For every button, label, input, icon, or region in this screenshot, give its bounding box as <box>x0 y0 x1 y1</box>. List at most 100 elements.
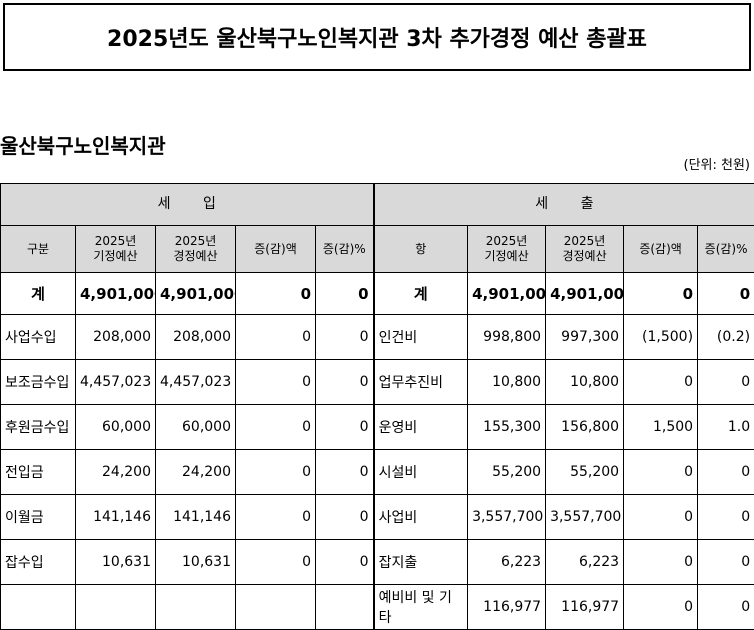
table-cell: 141,146 <box>156 495 236 540</box>
table-cell: 0 <box>236 273 316 315</box>
table-cell: 후원금수입 <box>1 405 76 450</box>
table-cell: 55,200 <box>546 450 624 495</box>
table-cell: 0 <box>624 360 698 405</box>
table-cell: 0 <box>698 360 754 405</box>
table-cell: 사업수입 <box>1 315 76 360</box>
table-cell <box>236 585 316 630</box>
column-header: 2025년 경정예산 <box>156 226 236 273</box>
table-cell: 10,800 <box>546 360 624 405</box>
table-cell: 10,631 <box>76 540 156 585</box>
table-cell: 6,223 <box>546 540 624 585</box>
table-cell: 잡지출 <box>374 540 468 585</box>
table-cell: 전입금 <box>1 450 76 495</box>
table-cell: 60,000 <box>156 405 236 450</box>
column-header: 2025년 기정예산 <box>468 226 546 273</box>
table-cell: 0 <box>236 540 316 585</box>
table-cell: 55,200 <box>468 450 546 495</box>
table-cell: 24,200 <box>156 450 236 495</box>
table-cell: 0 <box>316 405 374 450</box>
table-cell <box>76 585 156 630</box>
table-cell: 116,977 <box>546 585 624 630</box>
column-header: 2025년 기정예산 <box>76 226 156 273</box>
table-cell: 4,901,000 <box>76 273 156 315</box>
table-cell: 208,000 <box>156 315 236 360</box>
table-cell <box>156 585 236 630</box>
table-cell: 시설비 <box>374 450 468 495</box>
table-cell: 156,800 <box>546 405 624 450</box>
table-cell: 0 <box>236 450 316 495</box>
table-cell: 업무추진비 <box>374 360 468 405</box>
table-cell: 4,457,023 <box>76 360 156 405</box>
column-header: 구분 <box>1 226 76 273</box>
table-cell: 0 <box>316 495 374 540</box>
table-cell: 0 <box>236 405 316 450</box>
table-cell: 1,500 <box>624 405 698 450</box>
column-header: 증(감)% <box>698 226 754 273</box>
table-cell: 0 <box>624 585 698 630</box>
table-cell: 0 <box>624 450 698 495</box>
unit: (단위: 천원) <box>684 154 751 173</box>
table-cell: 4,901,000 <box>468 273 546 315</box>
table-cell: 0 <box>698 495 754 540</box>
group-header: 세 입 <box>1 184 374 226</box>
table-cell: 0 <box>698 585 754 630</box>
table-cell: 0 <box>624 495 698 540</box>
table-cell: 6,223 <box>468 540 546 585</box>
table-cell: 155,300 <box>468 405 546 450</box>
table-cell: 0 <box>624 273 698 315</box>
group-header: 세 출 <box>374 184 754 226</box>
table-cell: 0 <box>698 273 754 315</box>
table-cell: (1,500) <box>624 315 698 360</box>
table-cell: 계 <box>1 273 76 315</box>
table-cell: 3,557,700 <box>468 495 546 540</box>
table-cell: 0 <box>236 495 316 540</box>
table-cell: 사업비 <box>374 495 468 540</box>
table-cell: 계 <box>374 273 468 315</box>
table-cell: 보조금수입 <box>1 360 76 405</box>
column-header: 증(감)액 <box>236 226 316 273</box>
table-cell: 잡수입 <box>1 540 76 585</box>
table-cell: 0 <box>316 360 374 405</box>
table-cell: 10,800 <box>468 360 546 405</box>
org-name: 울산북구노인복지관 <box>0 130 166 159</box>
table-cell: 4,457,023 <box>156 360 236 405</box>
column-header: 2025년 경정예산 <box>546 226 624 273</box>
table-cell: 0 <box>316 315 374 360</box>
table-cell: 60,000 <box>76 405 156 450</box>
table-cell: 0 <box>316 540 374 585</box>
table-cell: 3,557,700 <box>546 495 624 540</box>
table-cell: 998,800 <box>468 315 546 360</box>
table-cell: 0 <box>624 540 698 585</box>
table-cell: 운영비 <box>374 405 468 450</box>
table-cell: 이월금 <box>1 495 76 540</box>
column-header: 증(감)% <box>316 226 374 273</box>
table-cell <box>316 585 374 630</box>
data-row: 계4,901,0004,901,00000계4,901,0004,901,000… <box>1 273 754 315</box>
table-cell: 10,631 <box>156 540 236 585</box>
table-cell: 1.0 <box>698 405 754 450</box>
table-cell: 인건비 <box>374 315 468 360</box>
table-cell: 24,200 <box>76 450 156 495</box>
title: 2025년도 울산북구노인복지관 3차 추가경정 예산 총괄표 <box>3 3 751 71</box>
table-cell: (0.2) <box>698 315 754 360</box>
page: 2025년도 울산북구노인복지관 3차 추가경정 예산 총괄표 울산북구노인복지… <box>0 0 754 601</box>
column-header: 증(감)액 <box>624 226 698 273</box>
table-cell: 0 <box>316 450 374 495</box>
table-cell: 0 <box>236 360 316 405</box>
table-cell: 예비비 및 기타 <box>374 585 468 630</box>
column-header: 항 <box>374 226 468 273</box>
table-cell: 141,146 <box>76 495 156 540</box>
table-cell: 0 <box>236 315 316 360</box>
table-cell: 208,000 <box>76 315 156 360</box>
table-cell <box>1 585 76 630</box>
